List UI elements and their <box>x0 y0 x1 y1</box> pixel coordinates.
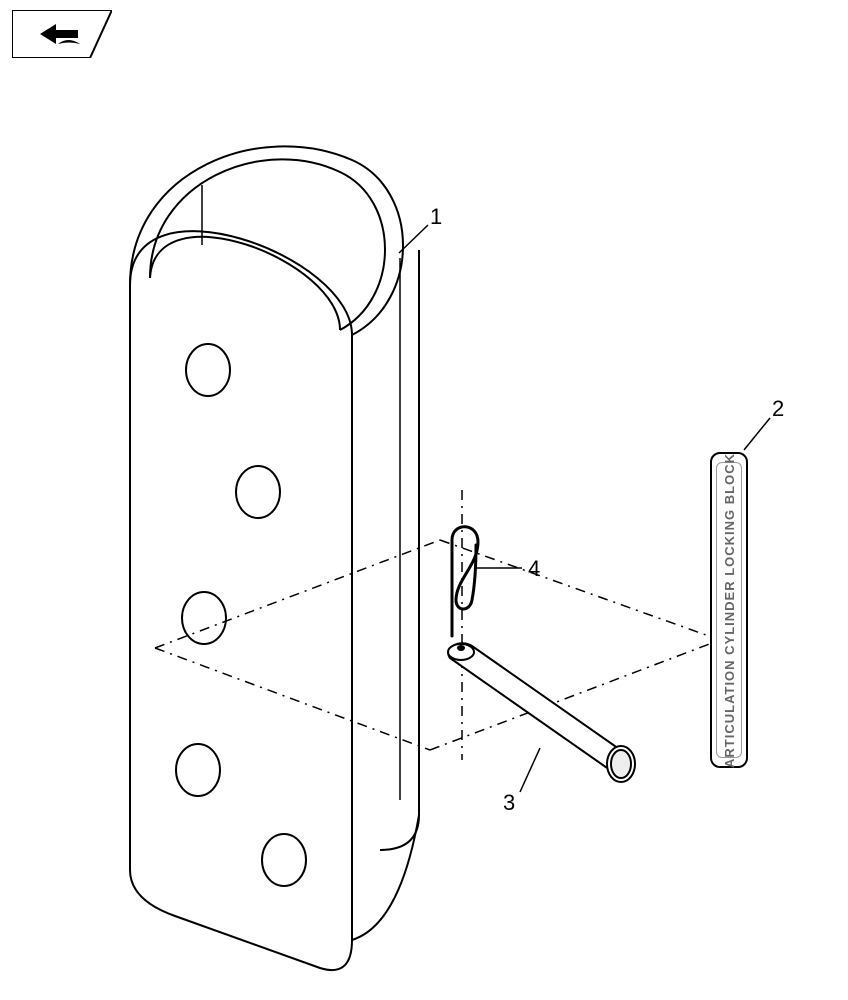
pin <box>448 643 635 782</box>
bracket <box>130 146 419 970</box>
diagram-canvas: ARTICULATION CYLINDER LOCKING BLOCK 1 2 … <box>0 0 848 1000</box>
callout-3: 3 <box>503 790 515 816</box>
callout-1: 1 <box>430 204 442 230</box>
centerlines <box>155 490 720 760</box>
hairpin-clip <box>452 527 478 636</box>
callout-2: 2 <box>772 396 784 422</box>
decal-text: ARTICULATION CYLINDER LOCKING BLOCK <box>722 453 737 768</box>
decal-plate: ARTICULATION CYLINDER LOCKING BLOCK <box>710 452 748 768</box>
callout-4: 4 <box>528 556 540 582</box>
